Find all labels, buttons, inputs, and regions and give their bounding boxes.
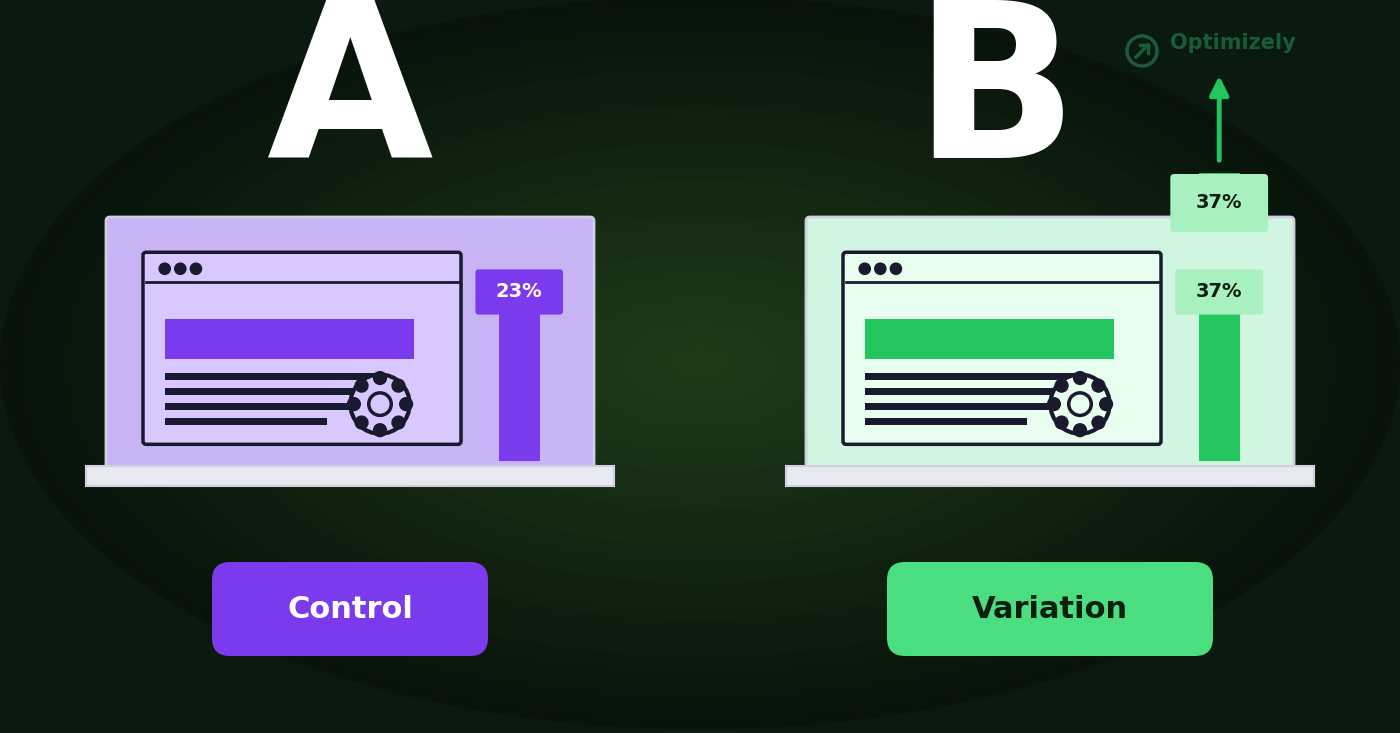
- Circle shape: [392, 416, 406, 430]
- Ellipse shape: [630, 326, 770, 399]
- Circle shape: [1072, 423, 1088, 438]
- Bar: [785, 465, 1315, 486]
- Ellipse shape: [234, 119, 1166, 608]
- Ellipse shape: [164, 82, 1236, 644]
- Ellipse shape: [46, 21, 1354, 705]
- Circle shape: [1092, 416, 1106, 430]
- Text: 37%: 37%: [1196, 194, 1242, 213]
- Text: B: B: [913, 0, 1077, 202]
- Bar: [165, 403, 377, 410]
- Bar: [865, 418, 1028, 424]
- Text: Control: Control: [287, 594, 413, 624]
- Bar: [865, 388, 1077, 395]
- Bar: [846, 255, 1158, 282]
- Ellipse shape: [116, 58, 1284, 668]
- Bar: [165, 373, 377, 380]
- Ellipse shape: [140, 70, 1260, 656]
- Circle shape: [1099, 397, 1113, 411]
- Ellipse shape: [94, 45, 1306, 681]
- FancyBboxPatch shape: [211, 562, 489, 656]
- FancyBboxPatch shape: [1170, 174, 1268, 232]
- Bar: [865, 319, 1114, 359]
- Circle shape: [1054, 378, 1068, 393]
- Ellipse shape: [24, 9, 1376, 718]
- Circle shape: [392, 378, 406, 393]
- Text: 23%: 23%: [496, 282, 543, 301]
- Ellipse shape: [654, 339, 746, 388]
- Ellipse shape: [444, 229, 956, 498]
- Bar: [865, 373, 1077, 380]
- Ellipse shape: [210, 106, 1190, 619]
- Circle shape: [1072, 371, 1088, 385]
- Bar: [865, 403, 1077, 410]
- Bar: [1198, 173, 1239, 231]
- FancyBboxPatch shape: [476, 270, 563, 314]
- Circle shape: [347, 397, 361, 411]
- Circle shape: [1050, 375, 1110, 434]
- FancyBboxPatch shape: [143, 252, 461, 444]
- Circle shape: [372, 423, 388, 438]
- Bar: [146, 255, 458, 282]
- FancyBboxPatch shape: [888, 562, 1212, 656]
- Ellipse shape: [256, 131, 1144, 595]
- Ellipse shape: [70, 33, 1330, 693]
- Ellipse shape: [490, 253, 910, 473]
- Circle shape: [1092, 378, 1106, 393]
- Bar: [498, 302, 539, 461]
- Ellipse shape: [280, 143, 1120, 583]
- Circle shape: [372, 371, 388, 385]
- Ellipse shape: [676, 351, 724, 375]
- Circle shape: [1068, 393, 1091, 416]
- Bar: [165, 418, 328, 424]
- Ellipse shape: [396, 205, 1004, 522]
- Ellipse shape: [606, 314, 794, 412]
- Circle shape: [160, 263, 171, 274]
- Ellipse shape: [514, 265, 886, 461]
- Circle shape: [875, 263, 886, 274]
- Ellipse shape: [304, 155, 1096, 571]
- Circle shape: [190, 263, 202, 274]
- Ellipse shape: [584, 302, 816, 424]
- Ellipse shape: [374, 192, 1026, 534]
- FancyBboxPatch shape: [106, 217, 594, 470]
- Text: 37%: 37%: [1196, 282, 1242, 301]
- Circle shape: [1047, 397, 1061, 411]
- Circle shape: [354, 378, 368, 393]
- Bar: [165, 319, 414, 359]
- Text: A: A: [266, 0, 434, 202]
- Ellipse shape: [420, 216, 980, 509]
- Ellipse shape: [326, 168, 1074, 559]
- FancyBboxPatch shape: [1176, 270, 1263, 314]
- Bar: [1198, 302, 1239, 461]
- Circle shape: [354, 416, 368, 430]
- Ellipse shape: [186, 95, 1214, 632]
- Ellipse shape: [536, 278, 864, 449]
- Circle shape: [175, 263, 186, 274]
- Circle shape: [368, 393, 391, 416]
- Ellipse shape: [560, 290, 840, 436]
- Circle shape: [350, 375, 410, 434]
- Ellipse shape: [466, 241, 934, 485]
- Circle shape: [399, 397, 413, 411]
- Bar: [165, 388, 377, 395]
- FancyBboxPatch shape: [843, 252, 1161, 444]
- Text: Variation: Variation: [972, 594, 1128, 624]
- Circle shape: [860, 263, 871, 274]
- Bar: [85, 465, 615, 486]
- Text: Optimizely: Optimizely: [1170, 33, 1296, 53]
- Circle shape: [1054, 416, 1068, 430]
- FancyBboxPatch shape: [806, 217, 1294, 470]
- Ellipse shape: [350, 180, 1050, 546]
- Circle shape: [890, 263, 902, 274]
